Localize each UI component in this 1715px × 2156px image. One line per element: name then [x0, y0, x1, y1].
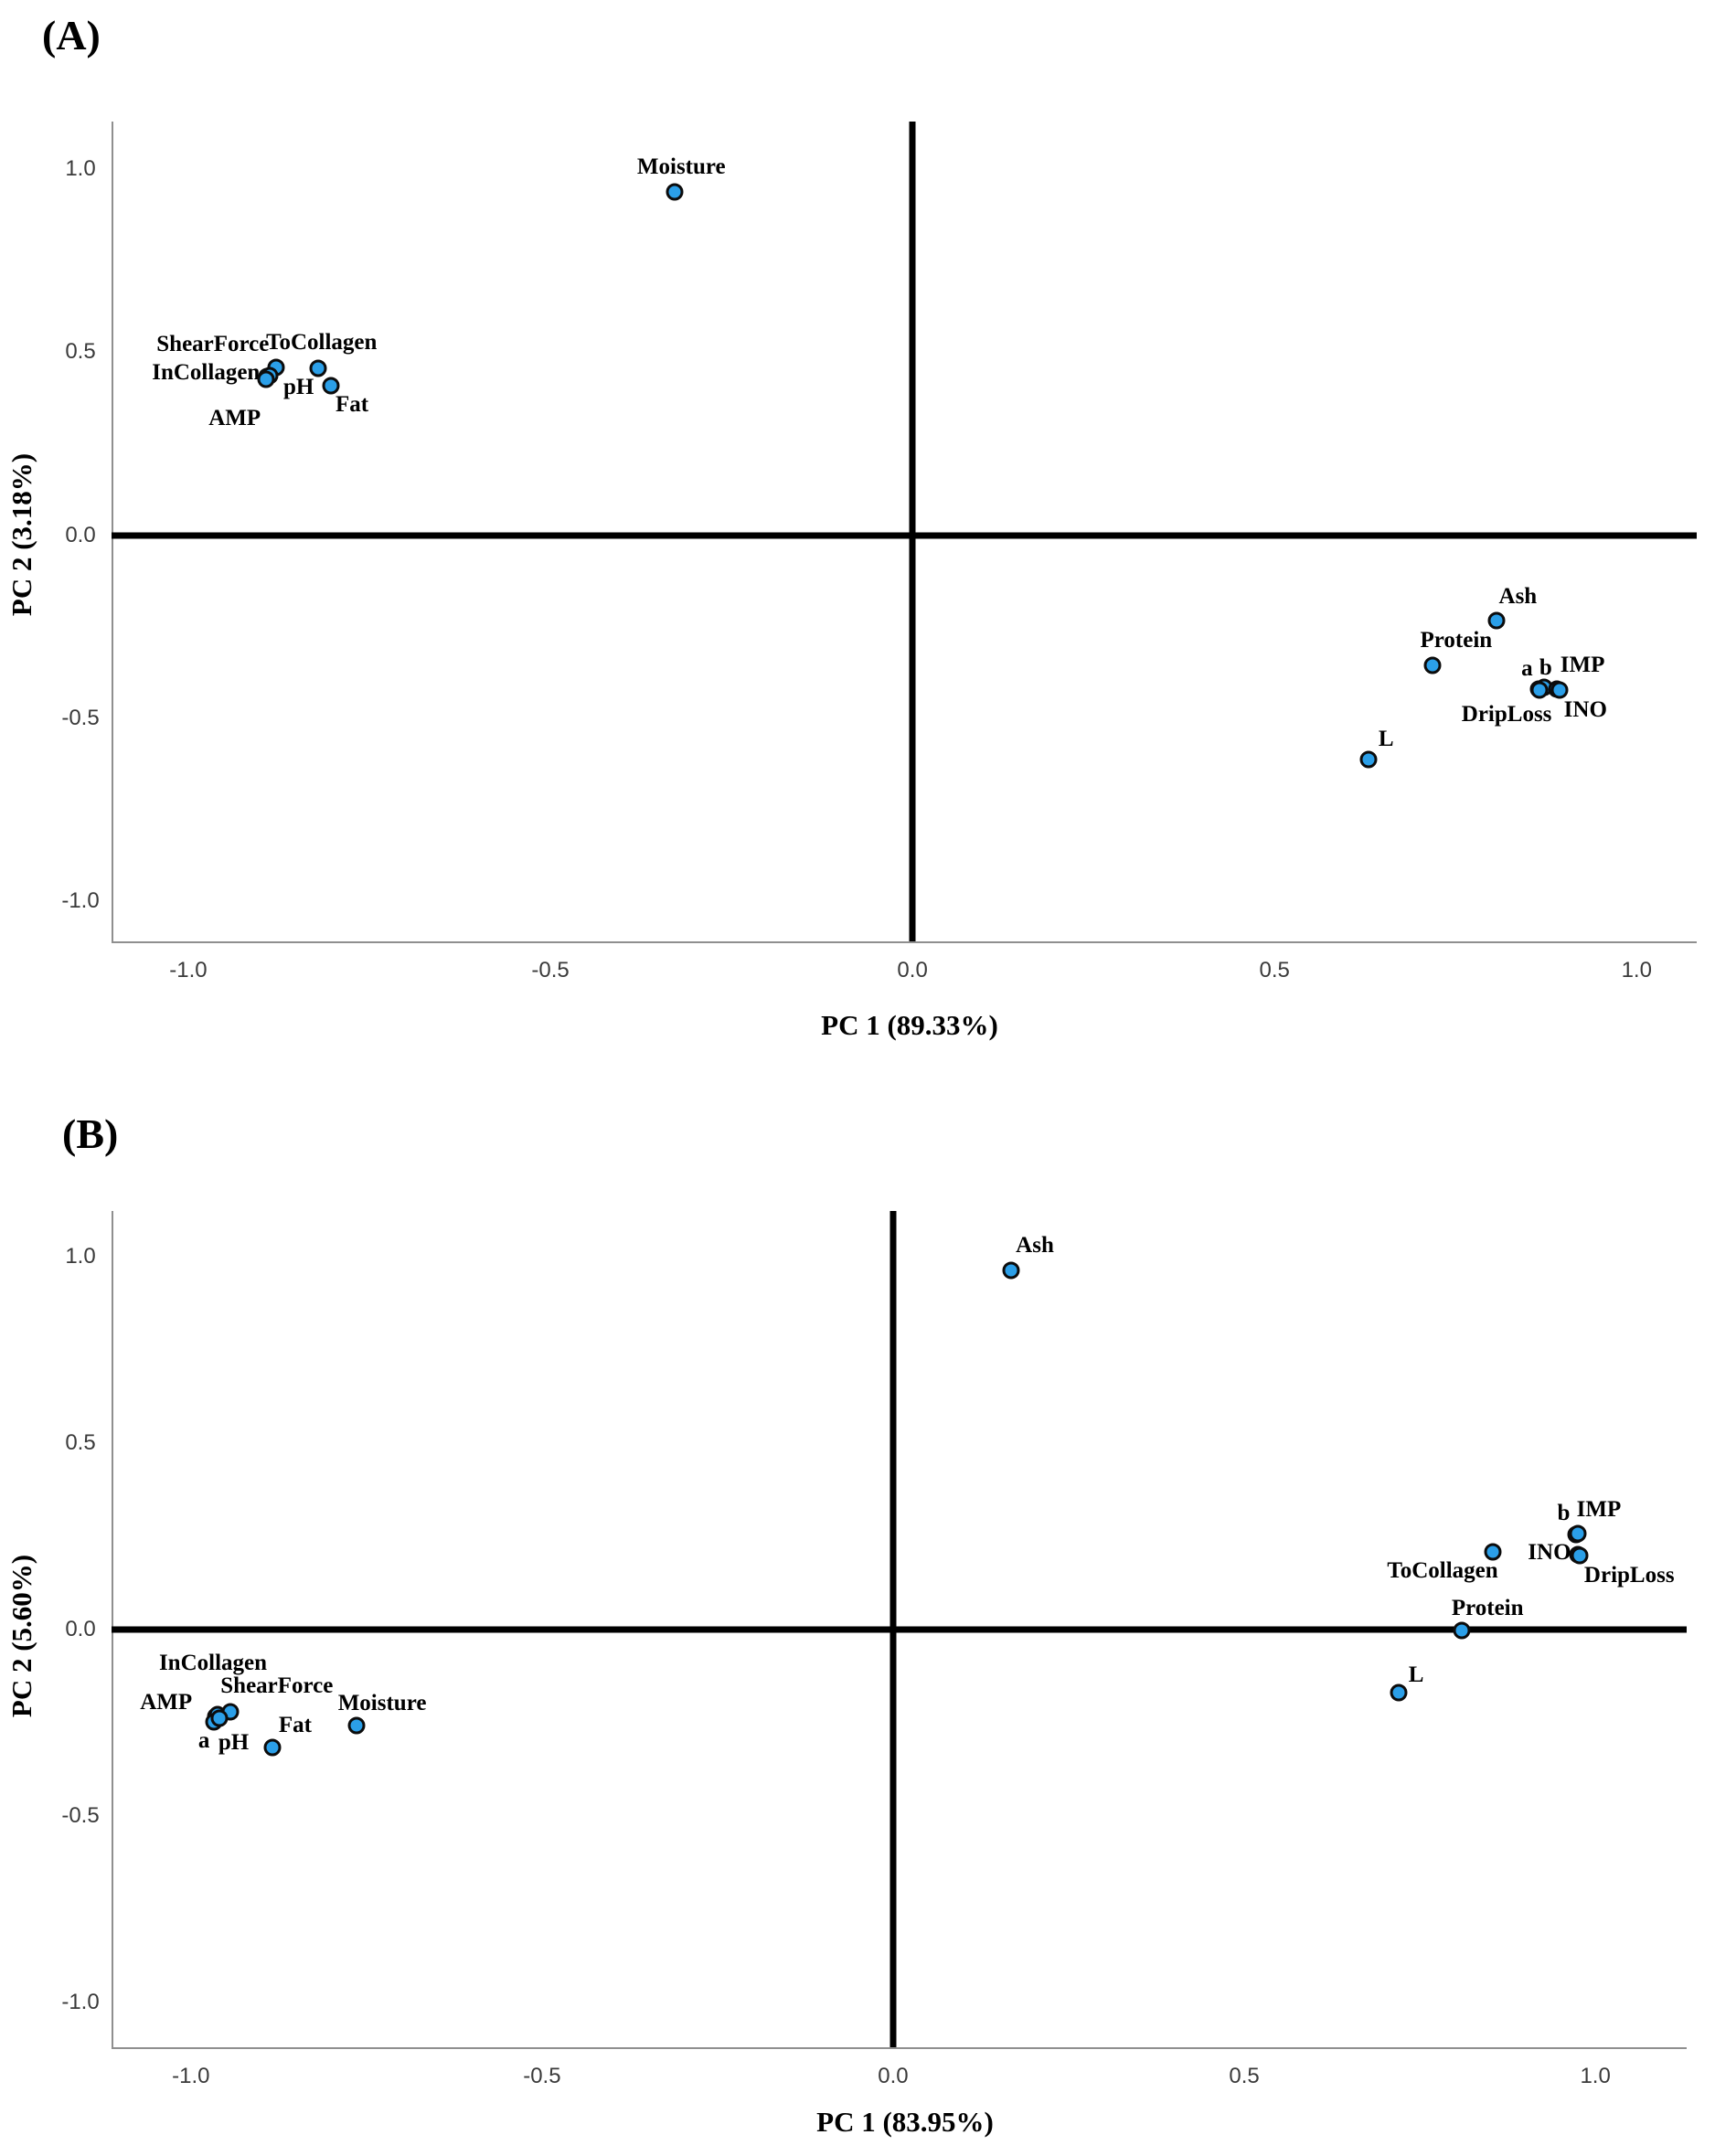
point-dot-b: [1535, 678, 1553, 696]
point-label-moisture: Moisture: [636, 154, 726, 179]
point-label-driploss: DripLoss: [1583, 1562, 1675, 1588]
panel-label-b: (B): [62, 1110, 119, 1157]
point-dot-l: [1359, 750, 1378, 769]
point-label-protein: Protein: [1451, 1595, 1524, 1620]
x-tick-label: -0.5: [531, 958, 570, 982]
y-tick-label: 1.0: [65, 1244, 96, 1269]
point-dot-shearforce: [221, 1703, 240, 1721]
x-axis-title-b: PC 1 (83.95%): [816, 2106, 994, 2138]
point-dot-tocollagen: [1484, 1543, 1502, 1561]
point-label-shearforce: ShearForce: [156, 332, 270, 357]
point-label-tocollagen: ToCollagen: [1387, 1558, 1498, 1584]
point-label-a: a: [1521, 655, 1533, 681]
x-tick-label: 1.0: [1580, 2064, 1611, 2088]
point-dot-protein: [1423, 656, 1442, 674]
point-dot-imp: [1569, 1524, 1587, 1543]
y-tick-label: 0.5: [65, 1430, 96, 1456]
point-label-amp: AMP: [208, 406, 261, 431]
point-dot-ash: [1002, 1261, 1020, 1280]
point-dot-ino: [1569, 1545, 1587, 1564]
point-label-b: b: [1539, 654, 1552, 680]
point-dot-ph: [210, 1709, 229, 1727]
point-label-protein: Protein: [1420, 627, 1493, 653]
point-label-imp: IMP: [1576, 1497, 1622, 1523]
x-zero-axis-line: [112, 532, 1697, 538]
point-label-fat: Fat: [335, 392, 369, 418]
point-dot-incollagen: [258, 367, 276, 386]
point-dot-amp: [257, 370, 275, 388]
y-tick-label: -1.0: [61, 887, 100, 913]
point-label-ph: pH: [282, 375, 314, 400]
point-label-amp: AMP: [140, 1689, 193, 1715]
y-tick-label: 0.0: [65, 1616, 96, 1641]
y-tick-label: 1.0: [65, 156, 96, 182]
plot-frame-bottom: [112, 941, 1697, 943]
point-dot-b: [1567, 1525, 1585, 1544]
point-label-incollagen: InCollagen: [158, 1650, 268, 1675]
point-dot-moisture: [666, 183, 684, 201]
point-label-ph: pH: [218, 1729, 250, 1755]
x-tick-label: 0.5: [1229, 2064, 1260, 2088]
x-tick-label: -0.5: [523, 2064, 561, 2088]
y-zero-axis-line: [889, 1211, 897, 2047]
point-dot-fat: [263, 1738, 282, 1757]
point-dot-ino: [1550, 681, 1569, 699]
y-axis-title-a: PC 2 (3.18%): [5, 452, 37, 617]
point-dot-shearforce: [267, 358, 285, 377]
point-dot-amp: [207, 1707, 225, 1726]
plot-frame-left: [112, 122, 113, 941]
point-dot-l: [1390, 1683, 1408, 1702]
point-label-b: b: [1557, 1500, 1571, 1525]
y-tick-label: -1.0: [61, 1989, 100, 2014]
point-label-incollagen: InCollagen: [152, 360, 261, 386]
x-tick-label: -1.0: [172, 2064, 210, 2088]
point-label-ash: Ash: [1016, 1233, 1054, 1259]
point-label-ash: Ash: [1498, 583, 1538, 609]
point-label-driploss: DripLoss: [1461, 701, 1552, 727]
point-dot-a: [205, 1713, 223, 1731]
point-label-tocollagen: ToCollagen: [266, 330, 378, 356]
x-tick-label: 0.0: [878, 2064, 909, 2088]
y-tick-label: 0.5: [65, 339, 96, 365]
point-dot-incollagen: [208, 1705, 227, 1724]
point-dot-driploss: [1530, 681, 1549, 699]
panel-label-a: (A): [42, 12, 101, 58]
point-dot-ph: [261, 366, 279, 385]
y-tick-label: -0.5: [61, 705, 100, 730]
y-zero-axis-line: [909, 122, 916, 941]
x-tick-label: 1.0: [1621, 958, 1652, 982]
point-dot-a: [1529, 680, 1548, 698]
point-label-l: L: [1408, 1662, 1424, 1687]
point-label-l: L: [1378, 726, 1394, 751]
point-dot-ash: [1487, 611, 1506, 630]
point-label-moisture: Moisture: [337, 1690, 427, 1715]
point-label-a: a: [197, 1728, 210, 1754]
point-label-shearforce: ShearForce: [220, 1673, 334, 1699]
y-tick-label: 0.0: [65, 522, 96, 547]
point-label-ino: INO: [1563, 696, 1607, 722]
point-label-fat: Fat: [278, 1712, 312, 1737]
y-tick-label: -0.5: [61, 1802, 100, 1828]
point-dot-driploss: [1571, 1546, 1589, 1565]
point-dot-moisture: [347, 1716, 366, 1735]
x-zero-axis-line: [112, 1626, 1687, 1633]
x-axis-title-a: PC 1 (89.33%): [821, 1009, 998, 1041]
point-label-imp: IMP: [1560, 652, 1605, 677]
point-dot-fat: [322, 377, 340, 395]
plot-frame-left: [112, 1211, 113, 2047]
point-dot-protein: [1453, 1621, 1471, 1640]
x-tick-label: 0.0: [897, 958, 928, 982]
x-tick-label: 0.5: [1259, 958, 1290, 982]
point-label-ino: INO: [1528, 1539, 1571, 1565]
y-axis-title-b: PC 2 (5.60%): [5, 1554, 37, 1718]
plot-frame-bottom: [112, 2047, 1687, 2049]
point-dot-imp: [1548, 680, 1566, 698]
point-dot-tocollagen: [309, 359, 327, 377]
x-tick-label: -1.0: [169, 958, 208, 982]
